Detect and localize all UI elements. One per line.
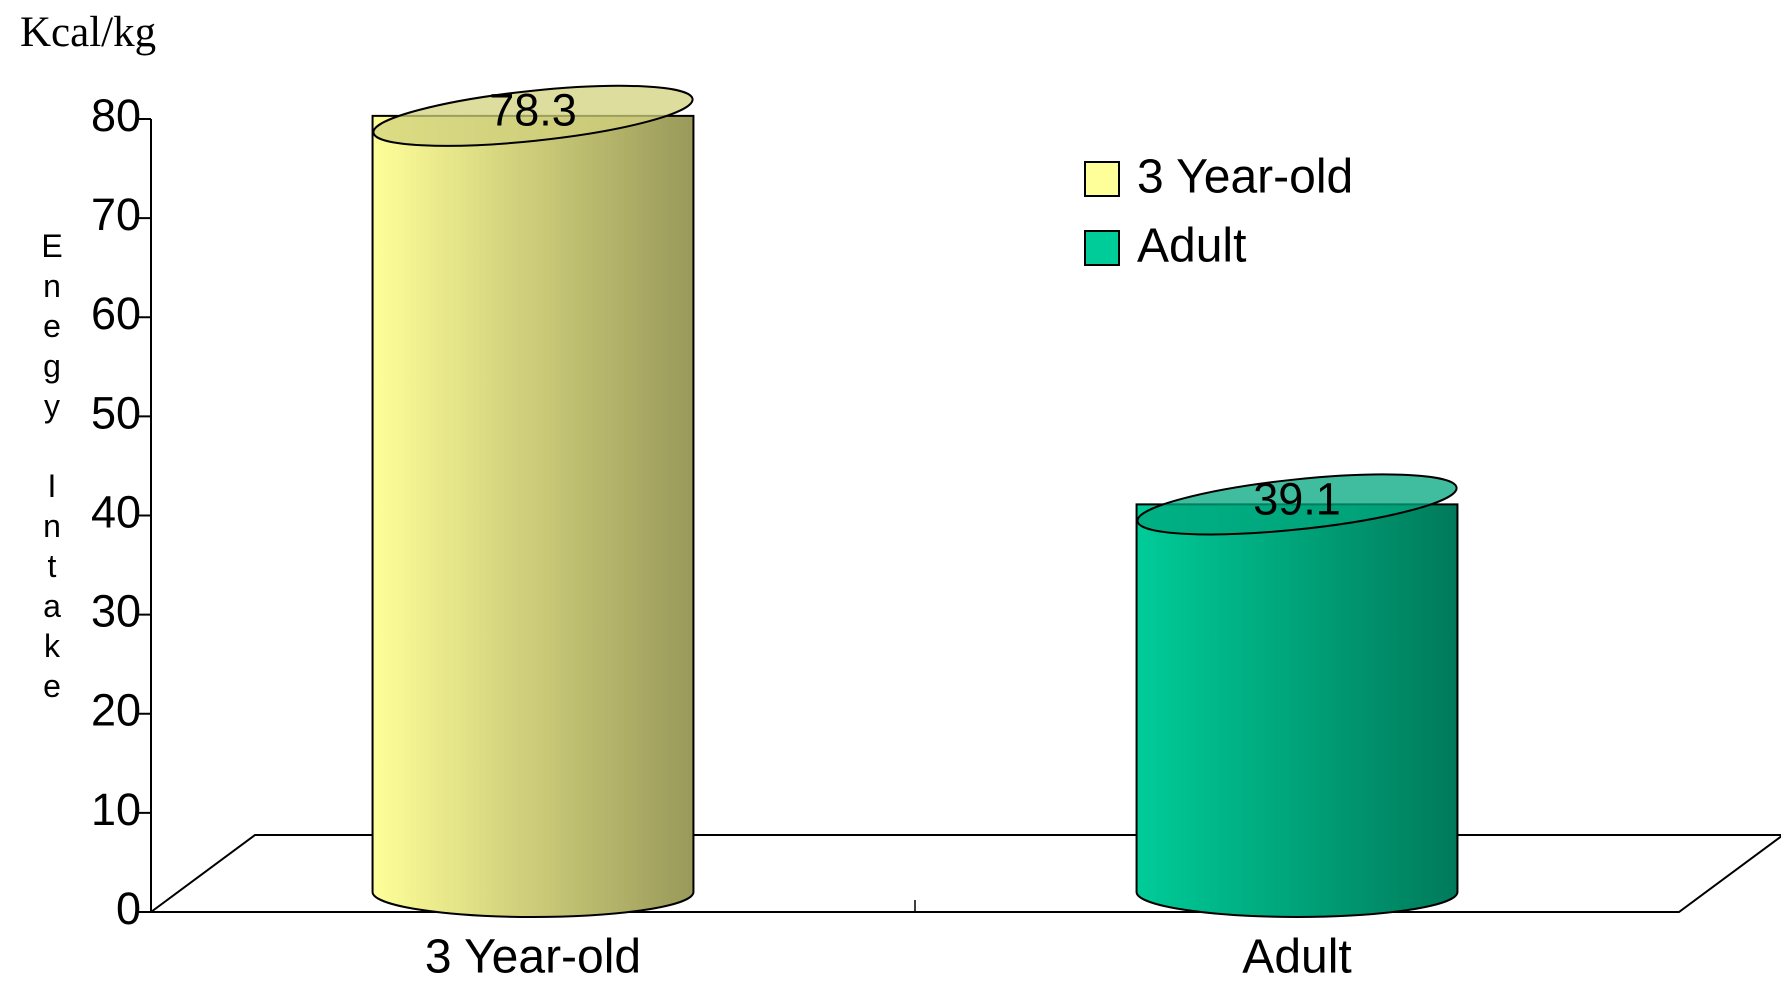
- y-tick-label: 40: [91, 486, 141, 537]
- legend-label: Adult: [1137, 220, 1246, 273]
- floor: [147, 834, 1781, 913]
- y-tick-label: 0: [116, 883, 141, 934]
- legend-swatch: [1084, 161, 1120, 197]
- y-tick-label: 30: [91, 586, 141, 637]
- cylinder-top: [1136, 473, 1458, 536]
- legend-swatch: [1084, 230, 1120, 266]
- y-tick-label: 10: [91, 784, 141, 835]
- unit-label: Kcal/kg: [20, 9, 156, 56]
- cylinder-body: [1135, 503, 1459, 918]
- y-tick-label: 50: [91, 387, 141, 438]
- y-tick-label: 70: [91, 189, 141, 240]
- y-tick-label: 80: [91, 90, 141, 141]
- y-tick-label: 60: [91, 288, 141, 339]
- value-label: 78.3: [489, 85, 577, 136]
- legend-label: 3 Year-old: [1137, 151, 1353, 204]
- value-label: 39.1: [1253, 473, 1341, 524]
- y-tick-label: 20: [91, 685, 141, 736]
- x-tick-label: 3 Year-old: [425, 931, 641, 984]
- cylinder-top: [372, 84, 694, 147]
- cylinder-body: [371, 114, 695, 918]
- y-axis-label: Enegy Intake: [34, 228, 70, 708]
- x-tick-label: Adult: [1242, 931, 1351, 984]
